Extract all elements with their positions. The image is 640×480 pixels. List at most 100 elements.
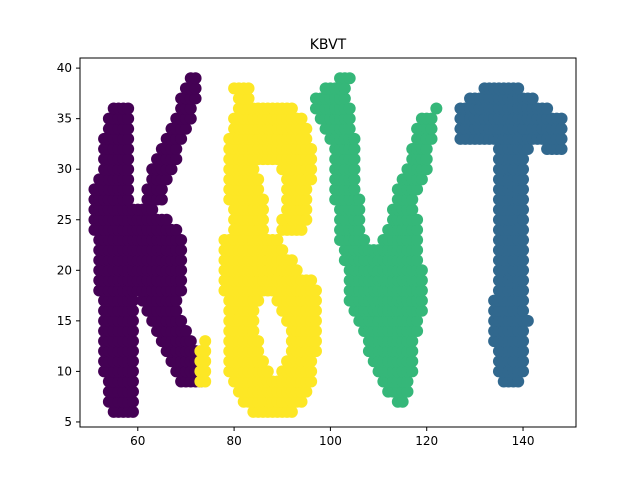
- y-tick-label: 40: [57, 61, 72, 75]
- data-point: [175, 264, 188, 277]
- data-point: [295, 395, 308, 408]
- data-point: [396, 395, 409, 408]
- data-point: [256, 203, 269, 216]
- data-point: [411, 233, 424, 246]
- data-point: [517, 193, 530, 206]
- data-point: [555, 132, 568, 145]
- data-point: [189, 82, 202, 95]
- data-point: [517, 173, 530, 186]
- data-point: [411, 254, 424, 267]
- data-point: [517, 244, 530, 257]
- data-point: [184, 112, 197, 125]
- data-point: [300, 132, 313, 145]
- data-point: [155, 193, 168, 206]
- data-point: [242, 92, 255, 105]
- data-point: [126, 395, 139, 408]
- data-point: [309, 304, 322, 317]
- data-point: [175, 132, 188, 145]
- data-point: [353, 213, 366, 226]
- data-point: [521, 142, 534, 155]
- data-point: [261, 365, 274, 378]
- data-point: [175, 314, 188, 327]
- data-point: [252, 345, 265, 358]
- x-axis: 60 80 100 120 140: [130, 427, 534, 448]
- data-point: [309, 284, 322, 297]
- data-point: [122, 163, 135, 176]
- data-point: [252, 335, 265, 348]
- data-point: [300, 193, 313, 206]
- data-point: [358, 233, 371, 246]
- data-point: [517, 274, 530, 287]
- data-point: [305, 173, 318, 186]
- data-point: [517, 223, 530, 236]
- data-point: [122, 142, 135, 155]
- data-point: [247, 314, 260, 327]
- data-point: [521, 314, 534, 327]
- data-point: [411, 244, 424, 257]
- data-point: [300, 213, 313, 226]
- data-point: [517, 355, 530, 368]
- data-point: [170, 153, 183, 166]
- y-axis: 5 10 15 20 25 30 35 40: [57, 61, 80, 429]
- data-point: [517, 365, 530, 378]
- data-point: [170, 223, 183, 236]
- data-point: [309, 345, 322, 358]
- data-point: [411, 183, 424, 196]
- data-point: [415, 304, 428, 317]
- data-point: [406, 365, 419, 378]
- data-point: [247, 163, 260, 176]
- data-point: [425, 122, 438, 135]
- data-point: [420, 153, 433, 166]
- data-point: [401, 375, 414, 388]
- scatter-points: [88, 72, 568, 418]
- data-point: [415, 284, 428, 297]
- x-tick-label: 120: [415, 434, 438, 448]
- data-point: [122, 193, 135, 206]
- data-point: [338, 82, 351, 95]
- data-point: [126, 355, 139, 368]
- data-point: [517, 183, 530, 196]
- data-point: [184, 102, 197, 115]
- data-point: [512, 375, 525, 388]
- data-point: [122, 102, 135, 115]
- y-tick-label: 25: [57, 213, 72, 227]
- data-point: [517, 213, 530, 226]
- data-point: [406, 355, 419, 368]
- data-point: [300, 385, 313, 398]
- data-point: [401, 385, 414, 398]
- x-tick-label: 80: [226, 434, 241, 448]
- data-point: [415, 173, 428, 186]
- data-point: [170, 304, 183, 317]
- data-point: [305, 365, 318, 378]
- x-tick-label: 140: [512, 434, 535, 448]
- data-point: [175, 244, 188, 257]
- data-point: [517, 304, 530, 317]
- data-point: [343, 112, 356, 125]
- data-point: [425, 132, 438, 145]
- data-point: [184, 335, 197, 348]
- data-point: [126, 345, 139, 358]
- data-point: [541, 102, 554, 115]
- data-point: [175, 233, 188, 246]
- data-point: [170, 294, 183, 307]
- data-point: [126, 314, 139, 327]
- data-point: [305, 163, 318, 176]
- data-point: [256, 193, 269, 206]
- data-point: [170, 142, 183, 155]
- data-point: [146, 203, 159, 216]
- data-point: [517, 254, 530, 267]
- data-point: [517, 335, 530, 348]
- data-point: [555, 112, 568, 125]
- series-V: [309, 72, 443, 408]
- data-point: [517, 324, 530, 337]
- data-point: [517, 163, 530, 176]
- data-point: [126, 324, 139, 337]
- data-point: [242, 82, 255, 95]
- data-point: [285, 405, 298, 418]
- data-point: [175, 274, 188, 287]
- x-tick-label: 100: [319, 434, 342, 448]
- data-point: [126, 365, 139, 378]
- data-point: [199, 345, 212, 358]
- data-point: [247, 324, 260, 337]
